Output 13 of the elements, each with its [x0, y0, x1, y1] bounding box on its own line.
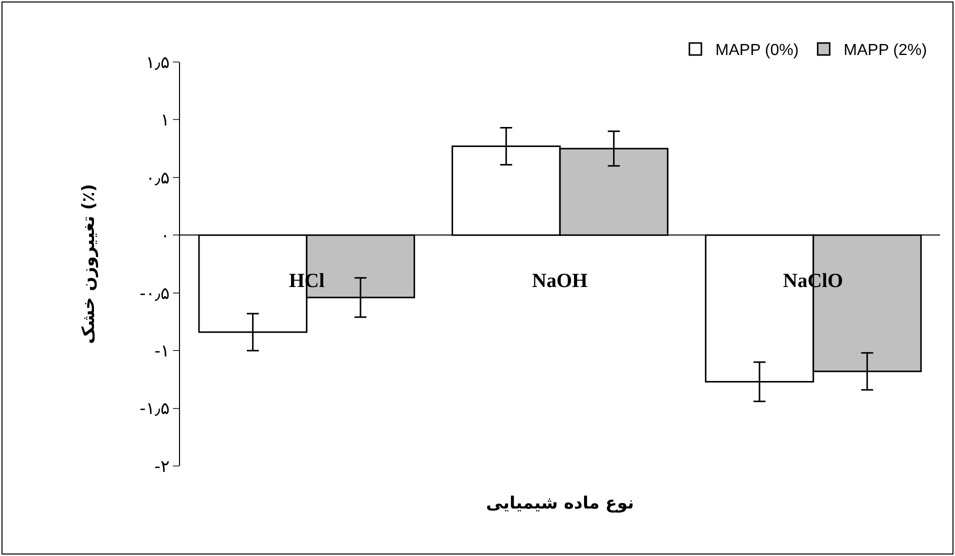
y-tick-label: ۰٫۵	[146, 168, 170, 188]
y-axis-title: تغییروزن خشک (٪)	[79, 184, 100, 344]
y-tick-label: ۰	[160, 226, 170, 246]
x-axis-title: نوع ماده شیمیایی	[486, 493, 634, 514]
legend-label: MAPP (2%)	[844, 42, 927, 60]
x-tick-label: NaOH	[532, 270, 588, 292]
y-tick-label: -۲	[154, 456, 170, 477]
y-tick-label: -۱٫۵	[140, 399, 170, 420]
y-tick-label: -۰٫۵	[140, 284, 170, 304]
y-tick-label: -۱	[154, 342, 170, 362]
y-tick-label: ۱٫۵	[146, 52, 170, 73]
y-tick-label: ۱	[160, 110, 170, 131]
legend-label: MAPP (0%)	[715, 42, 799, 60]
